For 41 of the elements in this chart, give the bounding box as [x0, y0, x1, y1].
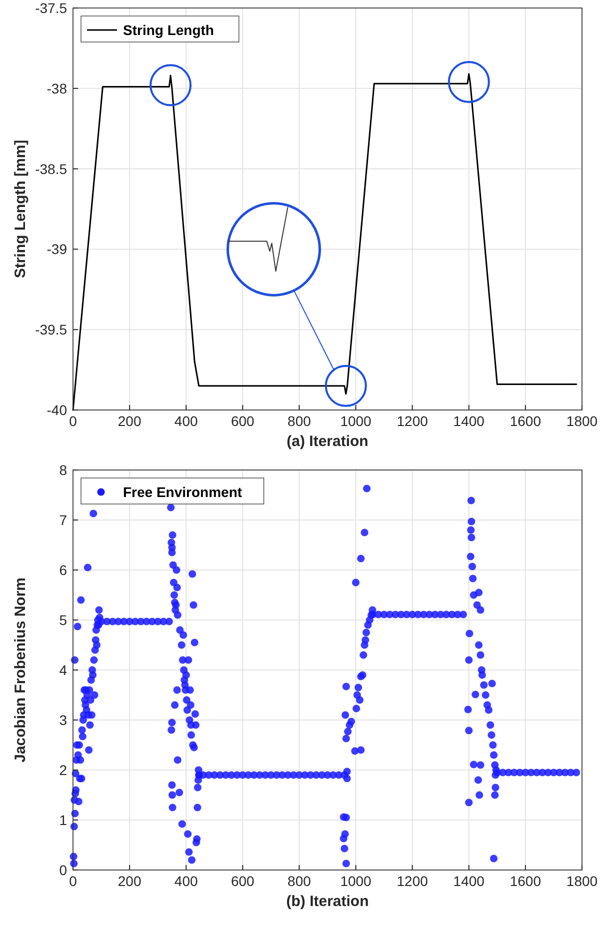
y-tick-label: 3	[59, 712, 68, 728]
x-tick-label: 1200	[396, 413, 428, 429]
y-tick-label: 6	[59, 562, 68, 578]
x-tick-label: 600	[230, 413, 255, 429]
x-tick-label: 1600	[510, 873, 542, 889]
y-tick-label: 2	[59, 762, 68, 778]
y-tick-label: 5	[59, 612, 68, 628]
y-tick-label: -39	[46, 241, 68, 258]
x-axis-title: (a) Iteration	[286, 433, 368, 450]
y-tick-label: 4	[59, 662, 68, 678]
x-tick-label: 400	[174, 873, 198, 889]
x-tick-label: 0	[69, 413, 78, 429]
y-tick-label: -40	[46, 402, 68, 418]
y-tick-label: 1	[59, 812, 68, 828]
y-axis-title: String Length [mm]	[12, 140, 29, 278]
y-tick-label: 8	[59, 462, 68, 478]
x-tick-label: 1600	[510, 413, 542, 429]
y-tick-label: -38	[46, 80, 68, 96]
x-tick-label: 200	[118, 873, 142, 889]
legend-label: String Length	[123, 22, 214, 38]
x-tick-label: 1800	[566, 413, 598, 429]
x-tick-label: 1200	[396, 873, 428, 889]
x-axis-title: (b) Iteration	[286, 893, 369, 910]
x-tick-label: 1400	[453, 873, 485, 889]
x-tick-label: 0	[69, 873, 78, 889]
y-tick-label: -39.5	[35, 322, 68, 338]
y-tick-label: 7	[59, 512, 68, 528]
x-tick-label: 1000	[340, 413, 372, 429]
x-tick-label: 800	[288, 413, 312, 429]
x-tick-label: 1800	[566, 873, 598, 889]
x-tick-label: 400	[174, 413, 198, 429]
x-tick-label: 600	[230, 873, 255, 889]
legend-label: Free Environment	[123, 484, 242, 500]
x-tick-label: 200	[118, 413, 142, 429]
y-tick-label: -38.5	[35, 160, 68, 177]
y-tick-label: 0	[59, 862, 68, 878]
x-tick-label: 1000	[340, 873, 372, 889]
y-axis-title: Jacobian Frobenius Norm	[12, 577, 29, 763]
y-tick-label: -37.5	[35, 0, 68, 16]
x-tick-label: 800	[288, 873, 312, 889]
x-tick-label: 1400	[453, 413, 485, 429]
